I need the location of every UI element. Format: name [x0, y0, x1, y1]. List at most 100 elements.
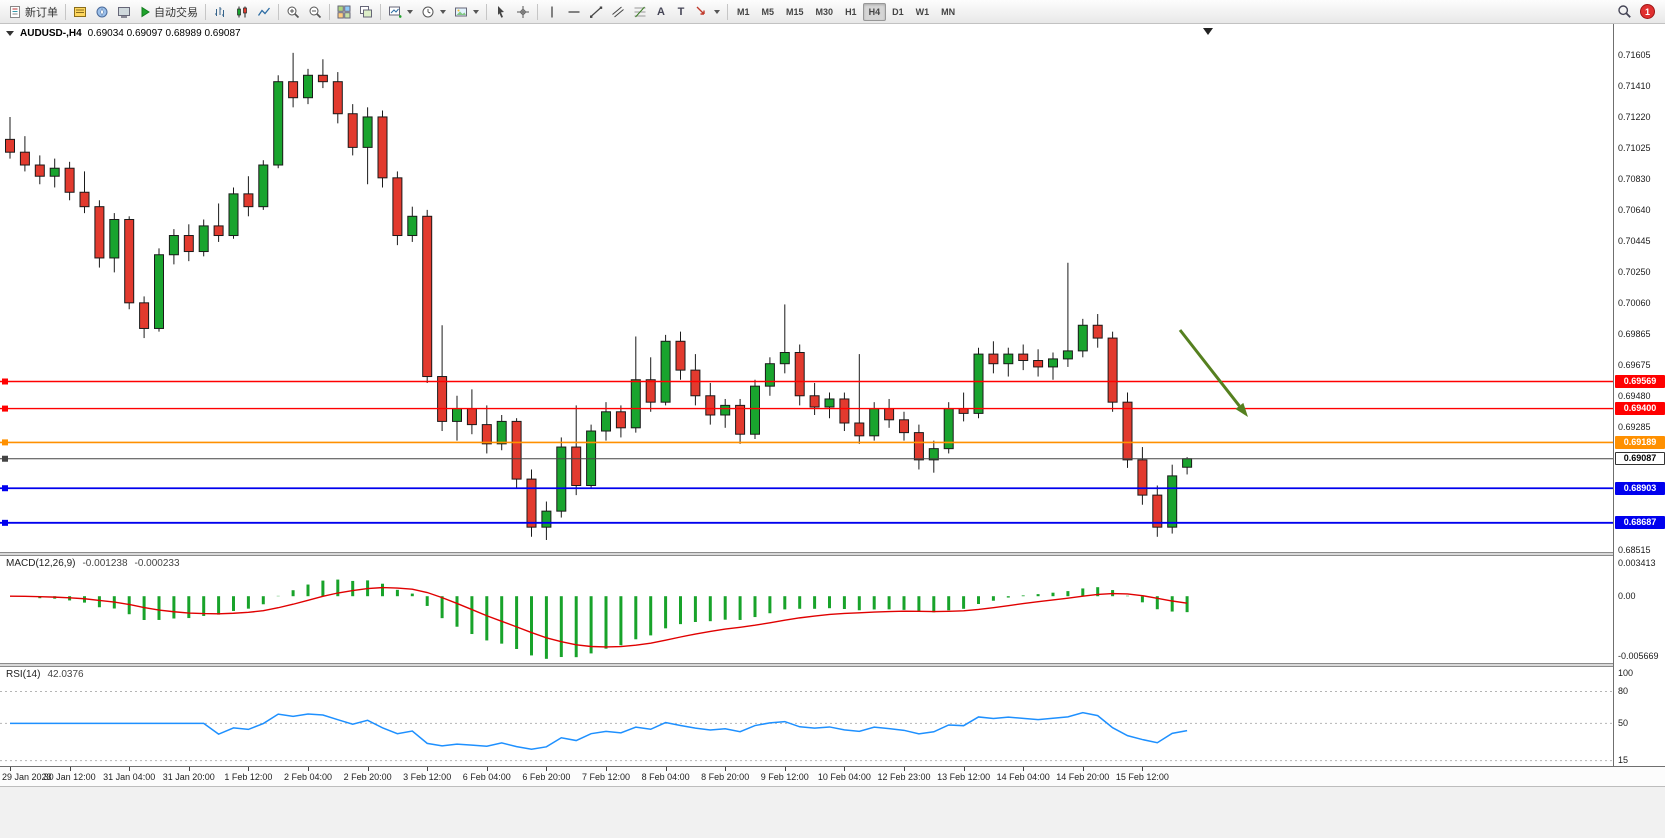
time-tick: [546, 767, 548, 771]
terminal-button[interactable]: [113, 2, 135, 22]
cursor-tool-button[interactable]: [490, 2, 512, 22]
time-axis-label: 8 Feb 20:00: [701, 772, 750, 782]
timeframe-h4[interactable]: H4: [862, 2, 887, 21]
trendline-tool[interactable]: [585, 2, 607, 22]
candlestick-icon: [237, 6, 247, 17]
notification-badge[interactable]: 1: [1640, 4, 1655, 19]
rsi-value: 42.0376: [47, 669, 84, 680]
timeframe-m1[interactable]: M1: [737, 6, 750, 17]
price-axis[interactable]: 0.71605 0.71410 0.71220 0.71025 0.70830 0.706…: [1613, 24, 1665, 766]
candle: [49, 167, 60, 177]
panel-divider[interactable]: [0, 552, 1665, 556]
rsi-panel[interactable]: RSI(14) 42.0376: [0, 667, 1613, 766]
support-line-1-badge: 0.68903: [1615, 481, 1665, 495]
candle: [1107, 337, 1118, 403]
templates-button[interactable]: [450, 2, 483, 22]
candle: [690, 369, 701, 397]
resistance-line-1-handle: [2, 378, 8, 385]
time-tick: [188, 767, 190, 771]
label-tool[interactable]: T: [671, 2, 691, 22]
macd-signal-line: [9, 586, 1188, 648]
macd-name: MACD(12,26,9): [6, 558, 76, 569]
arrows-tool[interactable]: [691, 2, 724, 22]
new-order-button[interactable]: 新订单: [4, 2, 62, 22]
macd-axis-label: 0.003413: [1618, 558, 1656, 568]
time-axis-label: 29 Jan 2023: [2, 772, 52, 782]
price-axis-label: 0.71605: [1618, 50, 1651, 61]
timeframe-m15[interactable]: M15: [786, 6, 804, 17]
channel-tool[interactable]: [607, 2, 629, 22]
candle: [899, 419, 909, 434]
one-click-trading-toggle[interactable]: [6, 31, 14, 36]
time-tick: [1142, 767, 1144, 771]
price-axis-label: 0.70640: [1618, 204, 1651, 215]
candle: [794, 351, 805, 397]
auto-trading-button[interactable]: 自动交易: [135, 2, 202, 22]
time-axis-label: 14 Feb 20:00: [1056, 772, 1110, 782]
vertical-line-tool[interactable]: [541, 2, 563, 22]
candle: [496, 420, 507, 445]
macd-panel[interactable]: MACD(12,26,9) -0.001238 -0.000233: [0, 556, 1613, 663]
timeframe-d1[interactable]: D1: [892, 6, 904, 17]
price-axis-label: 0.69675: [1618, 359, 1651, 370]
candle: [228, 193, 239, 237]
candlestick-chart-button[interactable]: [231, 2, 253, 22]
cascade-windows-button[interactable]: [355, 2, 377, 22]
candle: [1033, 360, 1044, 368]
time-tick: [904, 767, 905, 771]
chart-title: AUDUSD-,H4 0.69034 0.69097 0.68989 0.690…: [6, 28, 241, 39]
bar-chart-icon: [215, 6, 224, 17]
resistance-line-2-badge: 0.69400: [1615, 402, 1665, 416]
chart-window: AUDUSD-,H4 0.69034 0.69097 0.68989 0.690…: [0, 24, 1665, 786]
new-chart-button[interactable]: [384, 2, 417, 22]
rsi-axis-label: 15: [1618, 755, 1629, 765]
candle: [839, 398, 850, 424]
candle: [273, 81, 284, 166]
terminal-icon: [118, 6, 130, 18]
zoom-in-button[interactable]: [282, 2, 304, 22]
line-chart-icon: [257, 7, 271, 16]
pivot-line-badge: 0.69189: [1615, 435, 1665, 449]
tile-windows-button[interactable]: [333, 2, 355, 22]
main-chart-panel[interactable]: AUDUSD-,H4 0.69034 0.69097 0.68989 0.690…: [0, 24, 1613, 552]
fibonacci-tool[interactable]: [629, 2, 651, 22]
line-chart-button[interactable]: [253, 2, 275, 22]
candle: [645, 379, 656, 403]
toolbar-separator: [329, 3, 330, 20]
toolbar-separator: [278, 3, 279, 20]
panel-divider[interactable]: [0, 663, 1665, 667]
chart-shift-marker: [1203, 28, 1213, 35]
notification-count: 1: [1644, 6, 1650, 17]
navigator-button[interactable]: [91, 2, 113, 22]
time-axis-label: 7 Feb 12:00: [581, 772, 631, 782]
candle: [303, 74, 313, 99]
bar-chart-button[interactable]: [209, 2, 231, 22]
time-tick: [844, 767, 846, 771]
timeframe-w1[interactable]: W1: [915, 6, 930, 17]
rsi-chart: [0, 690, 1613, 762]
candle: [332, 81, 343, 115]
new-chart-icon: [389, 6, 402, 18]
clock-icon: [422, 6, 434, 17]
pivot-line-handle: [2, 439, 8, 446]
candle: [362, 116, 373, 148]
crosshair-tool-button[interactable]: [512, 2, 534, 22]
candle: [437, 376, 448, 422]
candle: [913, 432, 924, 461]
search-button[interactable]: [1613, 2, 1636, 22]
timeframe-mn[interactable]: MN: [941, 6, 956, 17]
market-watch-button[interactable]: [69, 2, 91, 22]
timeframe-m5[interactable]: M5: [761, 6, 775, 17]
candle: [481, 424, 492, 445]
zoom-out-button[interactable]: [304, 2, 326, 22]
timeframe-m30[interactable]: M30: [815, 6, 834, 17]
candle: [764, 363, 775, 387]
macd-value-main: -0.001238: [82, 558, 128, 569]
time-axis[interactable]: 29 Jan 2023 30 Jan 12:00 31 Jan 04:00 31 Ja…: [0, 766, 1665, 786]
periods-button[interactable]: [417, 2, 450, 22]
text-tool[interactable]: A: [651, 2, 671, 22]
horizontal-line-tool[interactable]: [563, 2, 585, 22]
timeframe-h1[interactable]: H1: [845, 6, 857, 17]
candle: [243, 193, 254, 208]
